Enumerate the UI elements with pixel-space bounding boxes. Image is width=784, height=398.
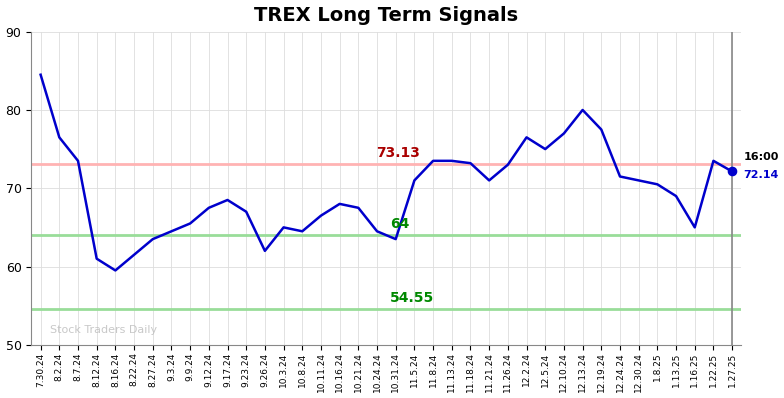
Point <box>726 168 739 175</box>
Text: 64: 64 <box>390 217 409 231</box>
Text: 54.55: 54.55 <box>390 291 434 305</box>
Text: Stock Traders Daily: Stock Traders Daily <box>50 326 157 336</box>
Title: TREX Long Term Signals: TREX Long Term Signals <box>254 6 518 25</box>
Text: 72.14: 72.14 <box>743 170 779 180</box>
Text: 73.13: 73.13 <box>376 146 420 160</box>
Text: 16:00: 16:00 <box>743 152 779 162</box>
